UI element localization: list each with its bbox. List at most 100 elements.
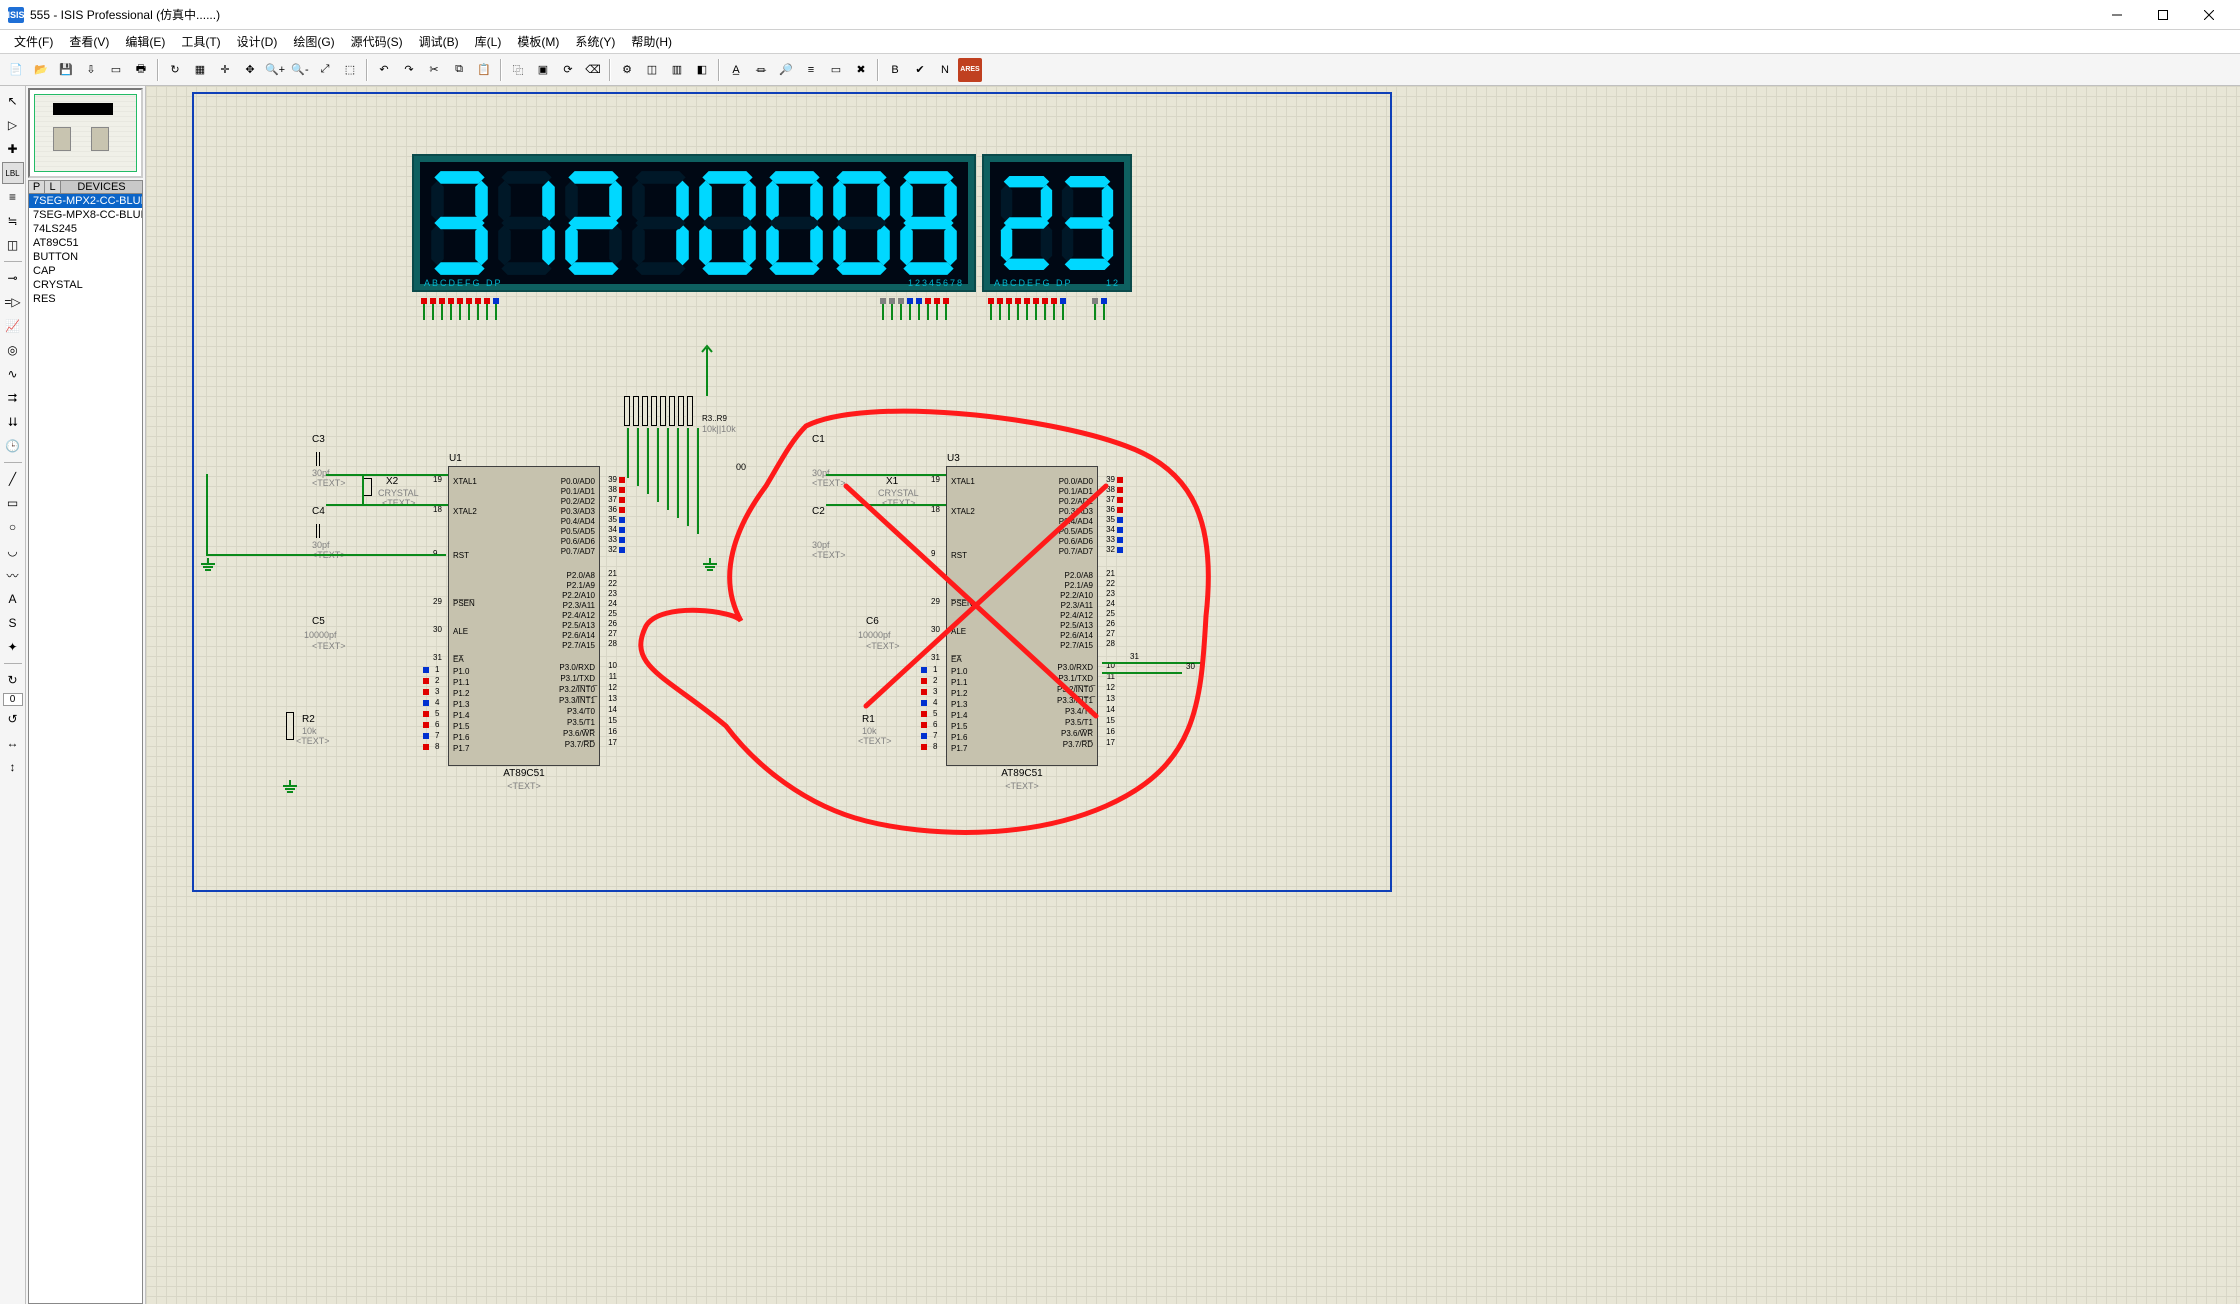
search-icon[interactable]: 🔎 [774, 58, 798, 82]
rot-value[interactable]: 0 [3, 693, 23, 706]
import-icon[interactable]: ⇩ [79, 58, 103, 82]
symbol-icon[interactable]: S [2, 612, 24, 634]
devicepin-icon[interactable]: =▷ [2, 291, 24, 313]
library-button[interactable]: L [45, 181, 61, 193]
ground-u1[interactable] [200, 558, 216, 572]
rot-cw-icon[interactable]: ↻ [2, 669, 24, 691]
cut-icon[interactable]: ✂ [422, 58, 446, 82]
chip-u3[interactable]: U3 AT89C51 XTAL119XTAL218RST9P̅S̅E̅N̅29A… [946, 466, 1098, 766]
menu-design[interactable]: 设计(D) [229, 30, 286, 53]
close-button[interactable] [2186, 0, 2232, 30]
vcc-terminal[interactable] [699, 344, 715, 360]
currentprobe-icon[interactable]: ⮇ [2, 411, 24, 433]
origin-icon[interactable]: ✛ [213, 58, 237, 82]
block-rotate-icon[interactable]: ⟳ [556, 58, 580, 82]
grid-icon[interactable]: ▦ [188, 58, 212, 82]
paste-icon[interactable]: 📋 [472, 58, 496, 82]
overview-pane[interactable] [28, 88, 143, 178]
new-sheet-icon[interactable]: ▭ [824, 58, 848, 82]
refresh-icon[interactable]: ↻ [163, 58, 187, 82]
box-icon[interactable]: ▭ [2, 492, 24, 514]
marker-icon[interactable]: ✦ [2, 636, 24, 658]
package-icon[interactable]: ▥ [665, 58, 689, 82]
bom-icon[interactable]: B [883, 58, 907, 82]
bus-icon[interactable]: ≒ [2, 210, 24, 232]
text-icon[interactable]: A [2, 588, 24, 610]
display-2digit[interactable]: ABCDEFG DP 12 [982, 154, 1132, 292]
save-icon[interactable]: 💾 [54, 58, 78, 82]
block-delete-icon[interactable]: ⌫ [581, 58, 605, 82]
wirelabel-icon[interactable]: LBL [2, 162, 24, 184]
menu-tool[interactable]: 工具(T) [173, 30, 228, 53]
r2-symbol[interactable] [286, 712, 294, 740]
device-list-item[interactable]: 7SEG-MPX8-CC-BLUE [29, 208, 142, 222]
menu-file[interactable]: 文件(F) [6, 30, 61, 53]
undo-icon[interactable]: ↶ [372, 58, 396, 82]
menu-source[interactable]: 源代码(S) [343, 30, 411, 53]
display-8digit[interactable]: ABCDEFG DP 12345678 [412, 154, 976, 292]
schematic-canvas[interactable]: ABCDEFG DP 12345678 ABCDEFG DP 12 [146, 86, 2240, 1304]
voltageprobe-icon[interactable]: ⮆ [2, 387, 24, 409]
block-copy-icon[interactable]: ⿻ [506, 58, 530, 82]
menu-debug[interactable]: 调试(B) [411, 30, 467, 53]
pick-devices-button[interactable]: P [29, 181, 45, 193]
graph-icon[interactable]: 📈 [2, 315, 24, 337]
menu-help[interactable]: 帮助(H) [623, 30, 680, 53]
toggle-wire-icon[interactable]: ⏛ [749, 58, 773, 82]
new-file-icon[interactable]: 📄 [4, 58, 28, 82]
pan-icon[interactable]: ✥ [238, 58, 262, 82]
device-list-item[interactable]: 74LS245 [29, 222, 142, 236]
menu-tpl[interactable]: 模板(M) [509, 30, 567, 53]
copy-icon[interactable]: ⧉ [447, 58, 471, 82]
device-list-item[interactable]: CRYSTAL [29, 278, 142, 292]
print-area-icon[interactable]: ▭ [104, 58, 128, 82]
generator-icon[interactable]: ∿ [2, 363, 24, 385]
junction-icon[interactable]: ✚ [2, 138, 24, 160]
menu-sys[interactable]: 系统(Y) [567, 30, 623, 53]
terminal-icon[interactable]: ⊸ [2, 267, 24, 289]
flip-v-icon[interactable]: ↕ [2, 756, 24, 778]
minimize-button[interactable] [2094, 0, 2140, 30]
decompose-icon[interactable]: ◧ [690, 58, 714, 82]
device-list-item[interactable]: AT89C51 [29, 236, 142, 250]
subcircuit-icon[interactable]: ◫ [2, 234, 24, 256]
zoom-in-icon[interactable]: 🔍+ [263, 58, 287, 82]
make-device-icon[interactable]: ◫ [640, 58, 664, 82]
erc-icon[interactable]: ✔ [908, 58, 932, 82]
line-icon[interactable]: ╱ [2, 468, 24, 490]
device-list-item[interactable]: RES [29, 292, 142, 306]
path-icon[interactable]: 〰 [2, 564, 24, 586]
block-move-icon[interactable]: ▣ [531, 58, 555, 82]
open-file-icon[interactable]: 📂 [29, 58, 53, 82]
device-list-item[interactable]: BUTTON [29, 250, 142, 264]
flip-h-icon[interactable]: ↔ [2, 732, 24, 754]
arc-icon[interactable]: ◡ [2, 540, 24, 562]
menu-view[interactable]: 查看(V) [61, 30, 117, 53]
zoom-area-icon[interactable]: ⬚ [338, 58, 362, 82]
ares-icon[interactable]: ARES [958, 58, 982, 82]
menu-edit[interactable]: 编辑(E) [117, 30, 173, 53]
tape-icon[interactable]: ◎ [2, 339, 24, 361]
c3-symbol[interactable] [316, 452, 320, 466]
device-list[interactable]: 7SEG-MPX2-CC-BLUE7SEG-MPX8-CC-BLUE74LS24… [28, 194, 143, 1304]
menu-lib[interactable]: 库(L) [467, 30, 510, 53]
zoom-out-icon[interactable]: 🔍- [288, 58, 312, 82]
selection-icon[interactable]: ↖ [2, 90, 24, 112]
netlist-icon[interactable]: N [933, 58, 957, 82]
chip-u1[interactable]: U1 AT89C51 XTAL119XTAL218RST9P̅S̅E̅N̅29A… [448, 466, 600, 766]
rot-ccw-icon[interactable]: ↺ [2, 708, 24, 730]
device-list-item[interactable]: CAP [29, 264, 142, 278]
maximize-button[interactable] [2140, 0, 2186, 30]
wire-label-icon[interactable]: A̲ [724, 58, 748, 82]
c4-symbol[interactable] [316, 524, 320, 538]
property-icon[interactable]: ≡ [799, 58, 823, 82]
redo-icon[interactable]: ↷ [397, 58, 421, 82]
device-list-item[interactable]: 7SEG-MPX2-CC-BLUE [29, 194, 142, 208]
menu-draw[interactable]: 绘图(G) [285, 30, 342, 53]
textscript-icon[interactable]: ≡ [2, 186, 24, 208]
print-icon[interactable]: 🖶 [129, 58, 153, 82]
delete-sheet-icon[interactable]: ✖ [849, 58, 873, 82]
virtualinstr-icon[interactable]: 🕒 [2, 435, 24, 457]
ground-u3[interactable] [702, 558, 718, 572]
zoom-fit-icon[interactable]: ⤢ [313, 58, 337, 82]
